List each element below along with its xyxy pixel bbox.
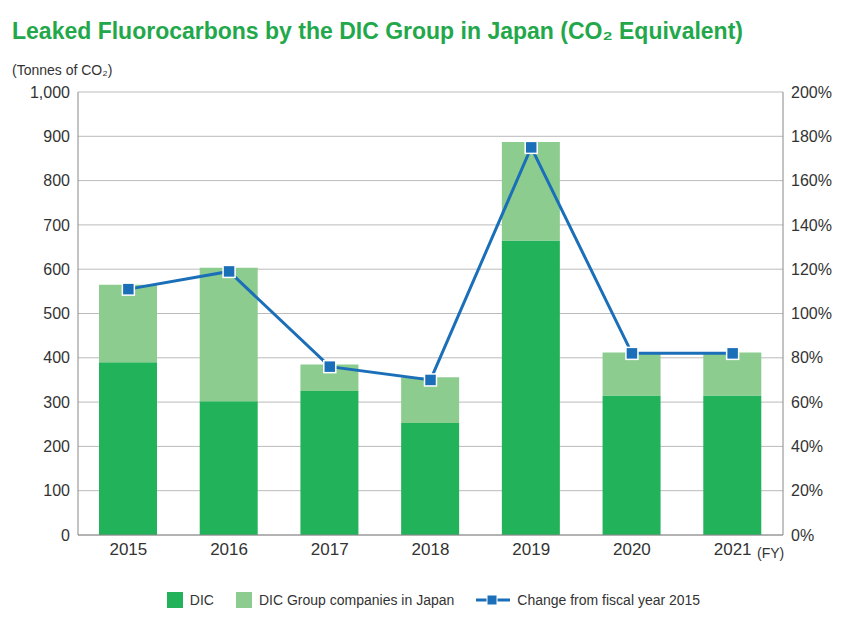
svg-text:40%: 40% [791, 438, 823, 455]
svg-text:2017: 2017 [311, 540, 349, 559]
svg-text:120%: 120% [791, 261, 832, 278]
svg-text:60%: 60% [791, 394, 823, 411]
svg-text:1,000: 1,000 [30, 84, 70, 101]
svg-text:2019: 2019 [512, 540, 550, 559]
html-text:(Tonnes of CO₂): (Tonnes of CO₂) [12, 62, 113, 78]
svg-text:2021: 2021 [714, 540, 752, 559]
svg-text:180%: 180% [791, 128, 832, 145]
svg-text:400: 400 [43, 349, 70, 366]
html-text:Leaked Fluorocarbons by the DI: Leaked Fluorocarbons by the DIC Group in… [12, 18, 743, 44]
html-text:DIC Group companies in Japan: DIC Group companies in Japan [259, 592, 455, 608]
svg-text:500: 500 [43, 305, 70, 322]
html-text:Change from fiscal year 2015: Change from fiscal year 2015 [517, 592, 701, 608]
html-text:(FY): (FY) [757, 545, 785, 561]
svg-text:20%: 20% [791, 482, 823, 499]
svg-text:300: 300 [43, 394, 70, 411]
svg-text:2016: 2016 [210, 540, 248, 559]
svg-text:80%: 80% [791, 349, 823, 366]
svg-text:160%: 160% [791, 172, 832, 189]
svg-text:200: 200 [43, 438, 70, 455]
svg-text:600: 600 [43, 261, 70, 278]
svg-text:200%: 200% [791, 84, 832, 101]
svg-text:0: 0 [61, 527, 70, 544]
svg-text:900: 900 [43, 128, 70, 145]
svg-text:100: 100 [43, 482, 70, 499]
svg-text:140%: 140% [791, 217, 832, 234]
svg-text:2020: 2020 [613, 540, 651, 559]
svg-text:100%: 100% [791, 305, 832, 322]
svg-text:700: 700 [43, 217, 70, 234]
svg-text:800: 800 [43, 172, 70, 189]
svg-text:0%: 0% [791, 527, 814, 544]
html-text:DIC: DIC [189, 592, 214, 608]
svg-text:2015: 2015 [109, 540, 147, 559]
svg-text:2018: 2018 [412, 540, 450, 559]
